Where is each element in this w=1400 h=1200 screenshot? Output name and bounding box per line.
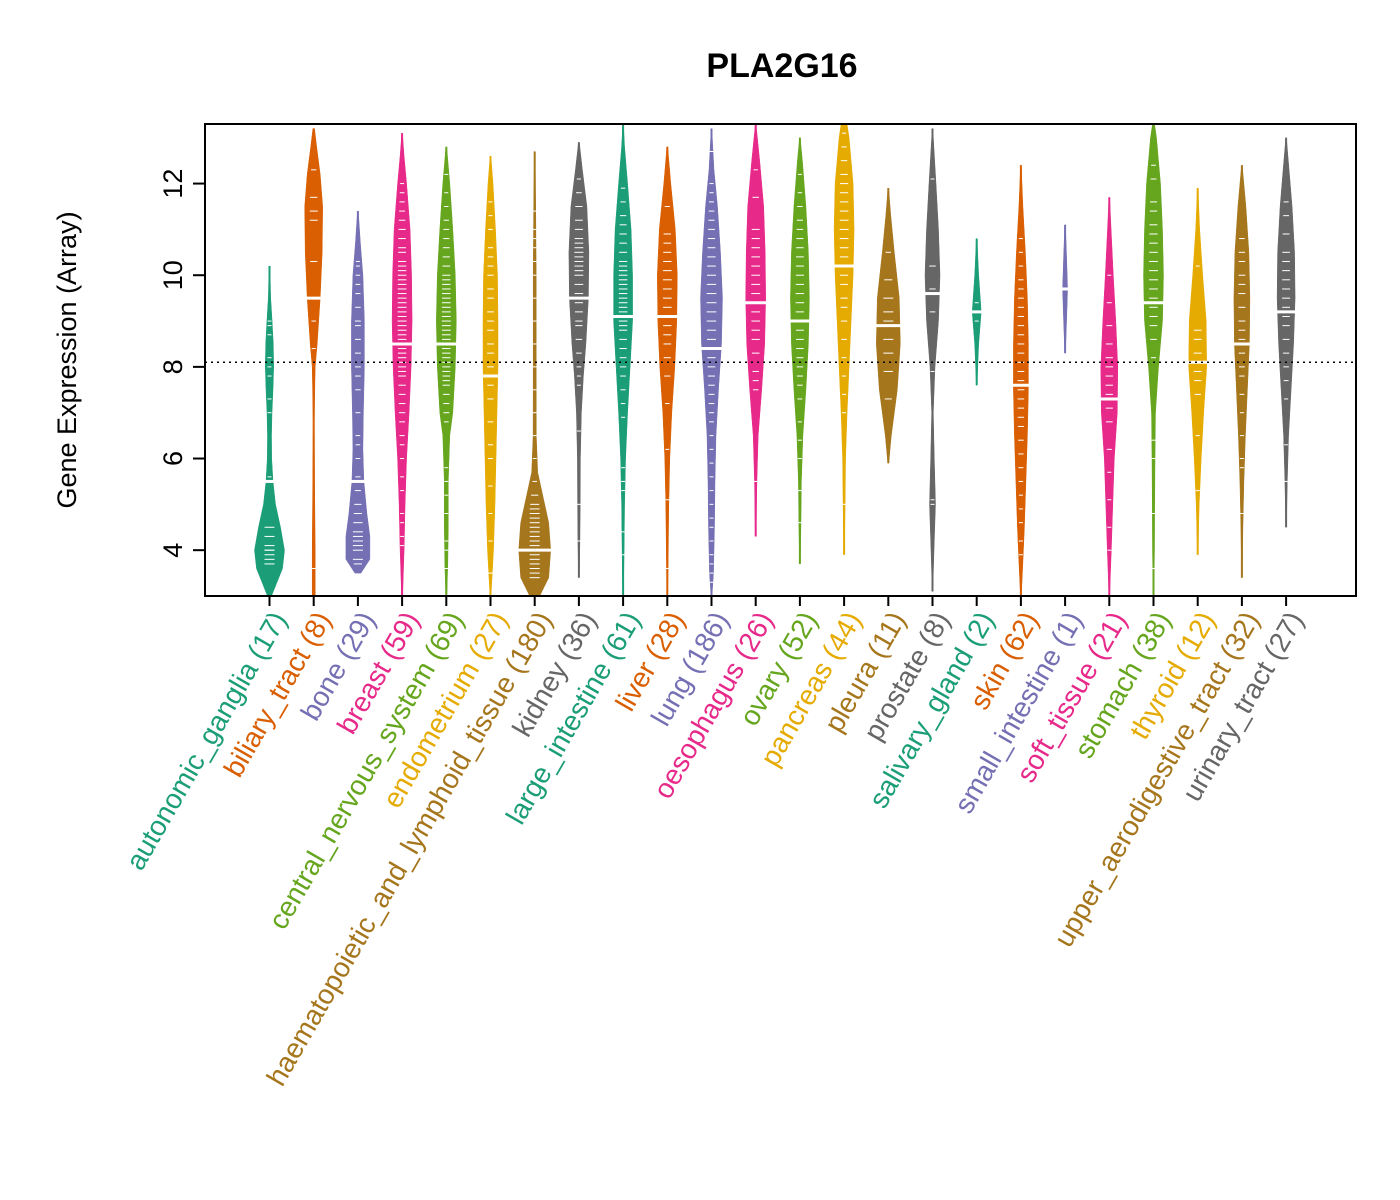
violin-group (656, 146, 678, 596)
violin-group (833, 124, 855, 556)
y-tick-label: 4 (158, 543, 188, 558)
violin-group (1059, 224, 1072, 354)
violin-body (345, 210, 371, 574)
violin-body (924, 128, 941, 592)
violin-group (391, 132, 413, 596)
x-axis-labels: autonomic_ganglia (17)biliary_tract (8)b… (120, 596, 1310, 1091)
violin-body (518, 151, 551, 596)
y-axis: Gene Expression (Array) 4 6 8 10 12 (52, 123, 1357, 597)
violin-body (700, 128, 723, 596)
violin-group (1143, 124, 1164, 596)
violin-group (1276, 137, 1296, 528)
violin-group (435, 146, 457, 596)
violin-group (345, 210, 371, 574)
violin-group (1100, 197, 1119, 596)
plot-area (205, 124, 1356, 596)
chart-title: PLA2G16 (706, 47, 857, 85)
plot-frame (204, 123, 1357, 597)
violin-body (254, 265, 285, 596)
violin-group (482, 155, 499, 596)
violin-group (875, 187, 901, 464)
violin-body (1233, 164, 1251, 578)
violin-group (517, 151, 552, 596)
violin-body (1276, 137, 1296, 528)
y-axis-label: Gene Expression (Array) (52, 211, 82, 508)
violin-group (254, 265, 285, 596)
violin-body (391, 132, 413, 596)
violin-group (789, 137, 810, 565)
y-tick-label: 12 (158, 169, 188, 199)
violin-group (924, 128, 941, 592)
y-tick-label: 6 (158, 451, 188, 466)
violin-group (568, 142, 590, 578)
violin-body (790, 137, 810, 565)
violin-group (700, 128, 723, 596)
violin-body (613, 124, 633, 596)
y-tick-label: 10 (158, 260, 188, 290)
violin-group (1187, 187, 1208, 556)
y-tick-label: 8 (158, 359, 188, 374)
violin-group (744, 124, 767, 537)
violin-group (970, 238, 983, 386)
violin-body (1100, 197, 1119, 596)
violin-group (1012, 164, 1030, 596)
violin-body (1143, 124, 1164, 596)
violin-group (1233, 164, 1251, 578)
violin-body (568, 142, 590, 578)
violin-body (657, 146, 678, 596)
violin-group (612, 124, 634, 596)
